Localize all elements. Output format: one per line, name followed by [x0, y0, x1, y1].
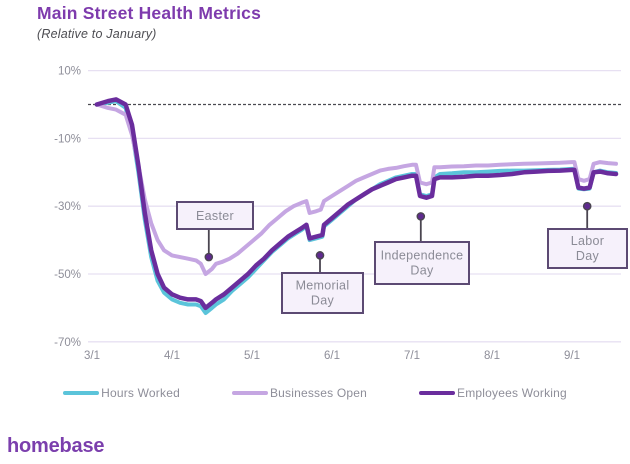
annotation-box-independence-day	[374, 241, 470, 285]
legend-label: Hours Worked	[101, 386, 180, 400]
legend-item-employees-working: Employees Working	[419, 386, 567, 400]
annotation-box-labor-day	[547, 228, 628, 269]
x-tick-label: 7/1	[404, 350, 420, 362]
series-line-employees-working	[94, 97, 619, 311]
chart-svg: 10% -10% -30% -50% -70%3/1 4/1 5/1 6/1 7/1 8/1 9/1…	[54, 66, 628, 362]
businesses-open-line-swatch	[231, 391, 268, 395]
annotation-label-independence-day: Day	[410, 264, 434, 278]
x-tick-label: 9/1	[564, 350, 580, 362]
chart-legend: Hours Worked Businesses Open Employees W…	[0, 386, 630, 400]
annotation-label-independence-day: Independence	[381, 249, 464, 263]
legend-label: Businesses Open	[269, 386, 368, 400]
annotation-dot-easter	[204, 252, 214, 262]
annotation-dot-memorial-day	[315, 251, 325, 260]
legend-item-businesses-open: Businesses Open	[231, 386, 368, 400]
employees-working-line-swatch	[419, 391, 456, 395]
series-line-businesses-open	[94, 102, 618, 276]
annotation-dot-labor-day	[582, 201, 592, 211]
annotation-label-memorial-day: Day	[311, 294, 335, 308]
annotation-label-labor-day: Day	[576, 249, 600, 263]
y-tick-label: -70%	[54, 337, 81, 349]
hours-worked-line-swatch	[63, 391, 100, 395]
annotation-label-easter: Easter	[196, 209, 234, 223]
homebase-logo: homebase	[7, 435, 105, 457]
page-title: Main Street Health Metrics	[37, 3, 262, 23]
x-tick-label: 5/1	[244, 350, 260, 362]
x-tick-label: 3/1	[84, 350, 100, 362]
annotation-label-memorial-day: Memorial	[296, 279, 350, 293]
annotation-box-memorial-day	[281, 272, 364, 314]
legend-item-hours-worked: Hours Worked	[63, 386, 180, 400]
x-tick-label: 6/1	[324, 350, 340, 362]
x-tick-label: 8/1	[484, 350, 500, 362]
x-tick-label: 4/1	[164, 350, 180, 362]
annotation-dot-independence-day	[416, 212, 426, 221]
y-tick-label: -30%	[54, 201, 81, 213]
annotation-box-easter	[176, 201, 254, 230]
y-tick-label: 10%	[58, 66, 81, 78]
y-tick-label: -10%	[54, 133, 81, 145]
y-tick-label: -50%	[54, 269, 81, 281]
annotation-label-labor-day: Labor	[571, 234, 604, 248]
chart-subtitle: (Relative to January)	[37, 27, 157, 41]
legend-label: Employees Working	[457, 386, 567, 400]
